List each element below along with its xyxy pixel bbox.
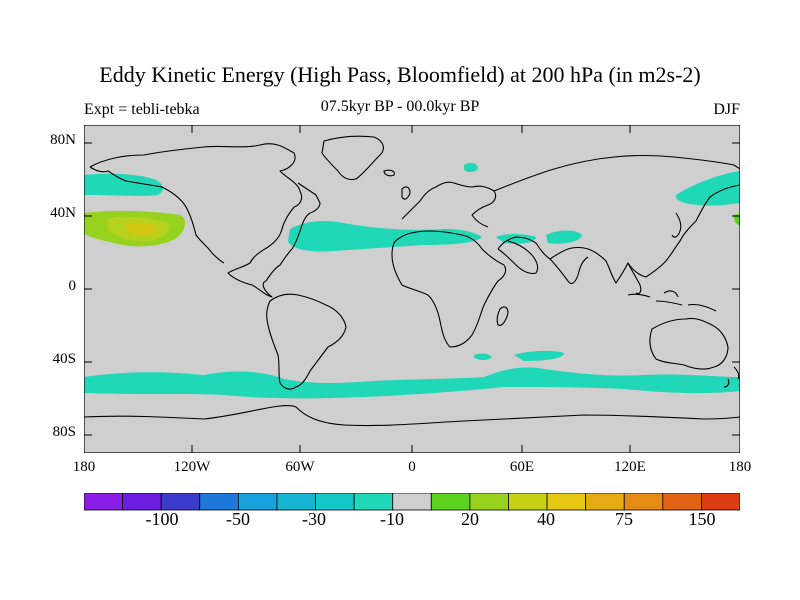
south-indian-cyan-patch [474,353,492,360]
arctic-cyan-patch [464,162,478,172]
colorbar-label-75: 75 [615,509,633,529]
coast-indonesia [627,290,717,312]
colorbar-label-minus100: -100 [145,509,179,529]
colorbar-swatch [623,493,664,511]
coast-south-america [266,293,347,390]
lat-label-40s: 40S [52,351,76,367]
lon-label-180e: 180 [728,459,752,475]
north-pacific-peak [125,222,158,236]
colorbar-swatch [585,493,625,511]
colorbar-swatch [662,493,702,511]
lon-label-120w: 120W [173,459,211,475]
asia-cyan-patch [546,230,582,244]
map-ticks [84,125,740,453]
colorbar-swatch [84,493,123,511]
lon-label-120e: 120E [614,459,646,475]
coast-australia [649,317,729,370]
colorbar-swatch [276,493,316,511]
coast-madagascar [496,306,509,326]
colorbar-label-20: 20 [461,509,479,529]
lat-label-80s: 80S [52,424,76,440]
coast-japan [671,212,682,238]
lon-label-60e: 60E [509,459,535,475]
colorbar-swatch [701,493,740,511]
lat-label-80n: 80N [50,132,76,148]
coastlines [84,135,740,427]
coast-iceland [383,169,395,177]
map-title: Eddy Kinetic Energy (High Pass, Bloomfie… [99,62,701,87]
colorbar-swatch [237,493,278,511]
coast-north-america [89,143,321,298]
lon-label-180w: 180 [72,459,96,475]
world-map [84,125,740,453]
experiment-label: Expt = tebli-tebka [84,101,200,118]
coast-india [549,256,589,284]
coast-asia [493,154,740,284]
coast-africa [391,230,507,348]
colorbar-label-minus50: -50 [226,509,250,529]
season-label: DJF [713,101,740,118]
colorbar-swatch [160,493,201,511]
southern-ocean-cyan-band [84,367,740,399]
coast-alaska-west [89,166,225,264]
coast-southeast-asia [627,262,642,295]
south-atlantic-cyan-patch [514,350,564,361]
atlantic-cyan-band [288,221,482,252]
colorbar-swatch [199,493,239,511]
lat-label-0: 0 [68,278,77,294]
coast-uk [401,186,411,200]
coast-greenland [321,135,384,181]
colorbar-swatch [315,493,355,511]
colorbar-swatch [469,493,509,511]
coast-arabia [497,240,539,275]
period-label: 07.5kyr BP - 00.0kyr BP [320,98,480,115]
colorbar-label-150: 150 [688,509,716,529]
lat-label-40n: 40N [50,205,76,221]
colorbar-swatch [392,493,432,511]
colorbar-label-minus30: -30 [302,509,326,529]
east-edge-green-patch [734,214,740,225]
colorbar-label-40: 40 [537,509,555,529]
north-pacific-cyan-band [84,173,163,196]
coast-new-zealand [723,366,740,388]
colorbar-swatch [353,493,394,511]
colorbar-swatch [508,493,548,511]
west-pacific-cyan-band [675,171,740,206]
colorbar-label-minus10: -10 [380,509,404,529]
colorbar-swatch [546,493,587,511]
coast-antarctica [84,405,740,427]
coast-europe [401,181,497,228]
colorbar-swatch [122,493,162,511]
colorbar-swatch [430,493,471,511]
anomaly-fields [84,162,740,399]
colorbar [84,493,740,511]
lon-label-0: 0 [408,459,416,475]
lon-label-60w: 60W [285,459,315,475]
